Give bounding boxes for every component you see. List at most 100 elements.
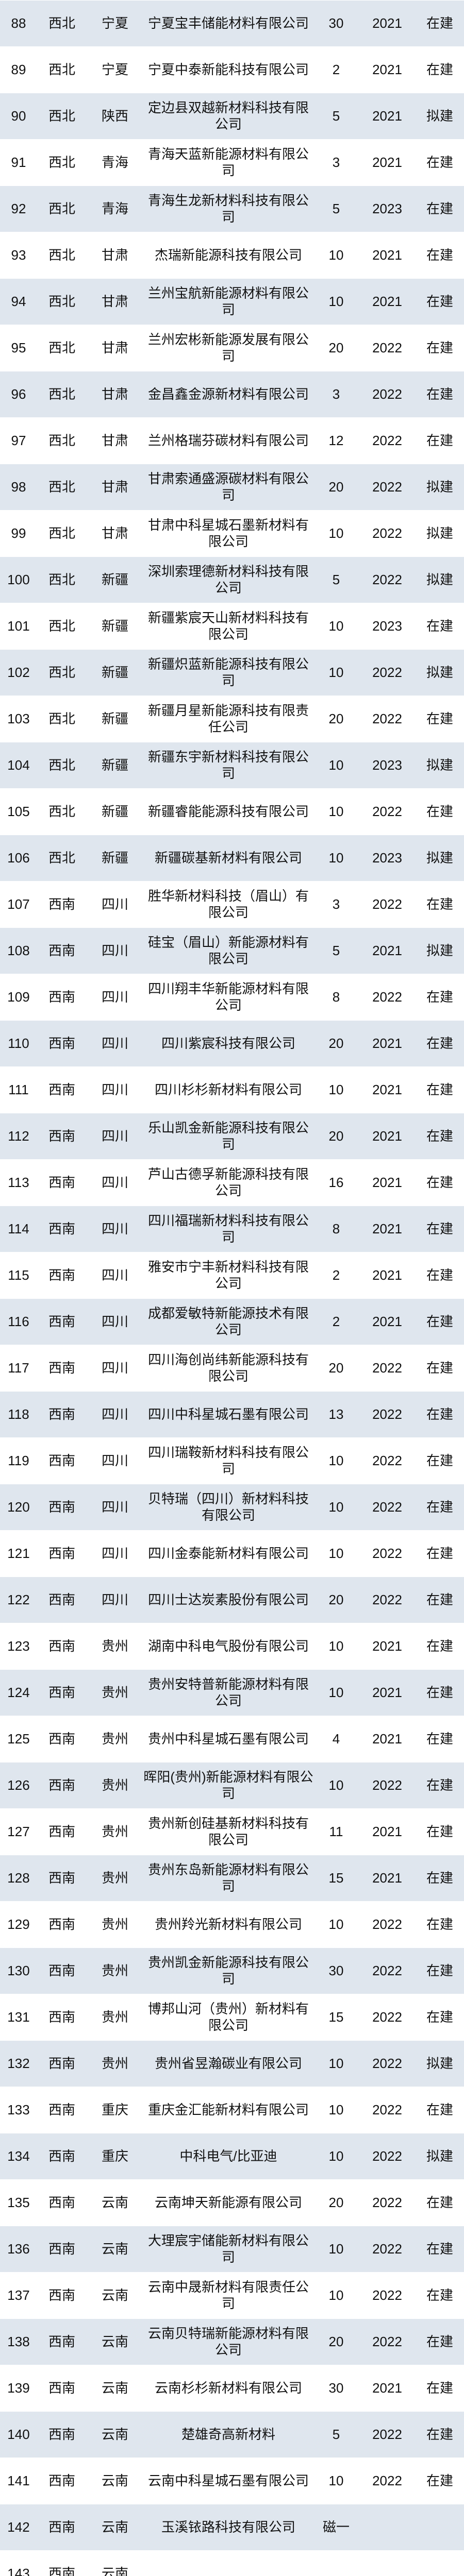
table-row[interactable]: 129 西南 贵州 贵州羚光新材料有限公司 10 2022 在建 <box>0 1901 464 1948</box>
cell-region: 西北 <box>37 510 87 557</box>
table-row[interactable]: 131 西南 贵州 博邦山河（贵州）新材料有限公司 15 2022 在建 <box>0 1994 464 2041</box>
table-row[interactable]: 141 西南 云南 云南中科星城石墨有限公司 10 2022 在建 <box>0 2458 464 2504</box>
table-row[interactable]: 93 西北 甘肃 杰瑞新能源科技有限公司 10 2021 在建 <box>0 232 464 279</box>
cell-id: 132 <box>0 2040 37 2087</box>
cell-id: 142 <box>0 2504 37 2551</box>
table-row[interactable]: 118 西南 四川 四川中科星城石墨有限公司 13 2022 在建 <box>0 1391 464 1438</box>
cell-region: 西北 <box>37 788 87 835</box>
cell-year: 2022 <box>359 371 416 418</box>
cell-capacity: 10 <box>313 603 359 650</box>
cell-status: 在建 <box>416 278 464 325</box>
table-row[interactable]: 108 西南 四川 硅宝（眉山）新能源材料有限公司 5 2021 拟建 <box>0 927 464 974</box>
cell-year: 2021 <box>359 0 416 47</box>
cell-status: 在建 <box>416 1901 464 1948</box>
table-row[interactable]: 88 西北 宁夏 宁夏宝丰储能材料有限公司 30 2021 在建 <box>0 0 464 47</box>
table-row[interactable]: 125 西南 贵州 贵州中科星城石墨有限公司 4 2021 在建 <box>0 1716 464 1762</box>
cell-capacity: 10 <box>313 1484 359 1531</box>
cell-province: 云南 <box>87 2411 143 2458</box>
cell-company-name: 新疆东宇新材料科技有限公司 <box>143 742 313 789</box>
table-row[interactable]: 104 西北 新疆 新疆东宇新材料科技有限公司 10 2023 拟建 <box>0 742 464 789</box>
table-row[interactable]: 135 西南 云南 云南坤天新能源有限公司 20 2022 在建 <box>0 2179 464 2226</box>
table-row[interactable]: 132 西南 贵州 贵州省昱瀚碳业有限公司 10 2022 拟建 <box>0 2040 464 2087</box>
table-row[interactable]: 112 西南 四川 乐山凯金新能源科技有限公司 20 2021 在建 <box>0 1113 464 1160</box>
cell-status: 在建 <box>416 232 464 279</box>
cell-id: 141 <box>0 2458 37 2504</box>
cell-status: 在建 <box>416 1484 464 1531</box>
cell-status: 在建 <box>416 2411 464 2458</box>
table-row[interactable]: 101 西北 新疆 新疆紫宸天山新材料科技有限公司 10 2023 在建 <box>0 603 464 650</box>
cell-status: 在建 <box>416 2272 464 2319</box>
table-row[interactable]: 143 西南 云南 <box>0 2550 464 2576</box>
cell-province: 云南 <box>87 2272 143 2319</box>
table-row[interactable]: 90 西北 陕西 定边县双越新材料科技有限公司 5 2021 拟建 <box>0 93 464 140</box>
cell-status: 在建 <box>416 1716 464 1762</box>
cell-id: 114 <box>0 1206 37 1252</box>
table-row[interactable]: 95 西北 甘肃 兰州宏彬新能源发展有限公司 20 2022 在建 <box>0 325 464 371</box>
cell-id: 103 <box>0 696 37 742</box>
table-row[interactable]: 140 西南 云南 楚雄奇高新材料 5 2022 在建 <box>0 2411 464 2458</box>
table-row[interactable]: 107 西南 四川 胜华新材料科技（眉山）有限公司 3 2022 在建 <box>0 881 464 928</box>
table-row[interactable]: 99 西北 甘肃 甘肃中科星城石墨新材料有限公司 10 2022 拟建 <box>0 510 464 557</box>
cell-capacity: 12 <box>313 417 359 464</box>
cell-company-name: 玉溪铱路科技有限公司 <box>143 2504 313 2551</box>
table-row[interactable]: 110 西南 四川 四川紫宸科技有限公司 20 2021 在建 <box>0 1020 464 1067</box>
cell-region: 西北 <box>37 278 87 325</box>
table-row[interactable]: 119 西南 四川 四川瑞鞍新材料科技有限公司 10 2022 在建 <box>0 1437 464 1484</box>
table-row[interactable]: 113 西南 四川 芦山古德孚新能源科技有限公司 16 2021 在建 <box>0 1159 464 1206</box>
cell-company-name: 贵州羚光新材料有限公司 <box>143 1901 313 1948</box>
table-row[interactable]: 128 西南 贵州 贵州东岛新能源材料有限公司 15 2021 在建 <box>0 1855 464 1902</box>
cell-province: 青海 <box>87 185 143 232</box>
cell-region: 西南 <box>37 1113 87 1160</box>
cell-province: 四川 <box>87 1206 143 1252</box>
cell-year: 2021 <box>359 139 416 186</box>
cell-company-name: 新疆碳基新材料有限公司 <box>143 835 313 882</box>
table-row[interactable]: 117 西南 四川 四川海创尚纬新能源科技有限公司 20 2022 在建 <box>0 1345 464 1392</box>
table-row[interactable]: 115 西南 四川 雅安市宁丰新材料科技有限公司 2 2021 在建 <box>0 1252 464 1299</box>
table-row[interactable]: 134 西南 重庆 中科电气/比亚迪 10 2022 拟建 <box>0 2133 464 2180</box>
table-row[interactable]: 89 西北 宁夏 宁夏中泰新能科技有限公司 2 2021 在建 <box>0 46 464 93</box>
table-row[interactable]: 133 西南 重庆 重庆金汇能新材料有限公司 10 2022 在建 <box>0 2087 464 2133</box>
table-row[interactable]: 102 西北 新疆 新疆炽蓝新能源科技有限公司 10 2022 拟建 <box>0 649 464 696</box>
table-row[interactable]: 97 西北 甘肃 兰州格瑞芬碳材料有限公司 12 2022 在建 <box>0 417 464 464</box>
table-row[interactable]: 142 西南 云南 玉溪铱路科技有限公司 磁一 <box>0 2504 464 2551</box>
table-row[interactable]: 116 西南 四川 成都爱敏特新能源技术有限公司 2 2021 在建 <box>0 1298 464 1345</box>
cell-year: 2022 <box>359 1994 416 2041</box>
table-row[interactable]: 122 西南 四川 四川士达炭素股份有限公司 20 2022 在建 <box>0 1577 464 1623</box>
cell-province: 甘肃 <box>87 510 143 557</box>
table-row[interactable]: 121 西南 四川 四川金泰能新材料有限公司 10 2022 在建 <box>0 1530 464 1577</box>
table-row[interactable]: 100 西北 新疆 深圳索理德新材料科技有限公司 5 2022 拟建 <box>0 556 464 603</box>
table-row[interactable]: 139 西南 云南 云南杉杉新材料有限公司 30 2021 在建 <box>0 2365 464 2412</box>
table-row[interactable]: 105 西北 新疆 新疆睿能能源科技有限公司 10 2022 在建 <box>0 788 464 835</box>
cell-region: 西南 <box>37 1623 87 1670</box>
table-row[interactable]: 126 西南 贵州 晖阳(贵州)新能源材料有限公司 10 2022 在建 <box>0 1762 464 1809</box>
table-row[interactable]: 92 西北 青海 青海生龙新材料科技有限公司 5 2023 在建 <box>0 185 464 232</box>
table-row[interactable]: 109 西南 四川 四川翔丰华新能源材料有限公司 8 2022 在建 <box>0 974 464 1021</box>
cell-capacity: 15 <box>313 1994 359 2041</box>
cell-region: 西南 <box>37 1901 87 1948</box>
table-row[interactable]: 94 西北 甘肃 兰州宝航新能源材料有限公司 10 2021 在建 <box>0 278 464 325</box>
table-row[interactable]: 111 西南 四川 四川杉杉新材料有限公司 10 2021 在建 <box>0 1066 464 1113</box>
table-row[interactable]: 103 西北 新疆 新疆月星新能源科技有限责任公司 20 2022 在建 <box>0 696 464 742</box>
table-row[interactable]: 114 西南 四川 四川福瑞新材料科技有限公司 8 2021 在建 <box>0 1206 464 1252</box>
table-row[interactable]: 98 西北 甘肃 甘肃索通盛源碳材料有限公司 20 2022 拟建 <box>0 464 464 511</box>
table-row[interactable]: 136 西南 云南 大理宸宇储能新材料有限公司 10 2022 在建 <box>0 2226 464 2273</box>
table-row[interactable]: 124 西南 贵州 贵州安特普新能源材料有限公司 10 2021 在建 <box>0 1669 464 1716</box>
cell-company-name: 四川士达炭素股份有限公司 <box>143 1577 313 1623</box>
table-row[interactable]: 138 西南 云南 云南贝特瑞新能源材料有限公司 20 2022 在建 <box>0 2318 464 2365</box>
table-row[interactable]: 91 西北 青海 青海天蓝新能源材料有限公司 3 2021 在建 <box>0 139 464 186</box>
cell-province: 云南 <box>87 2458 143 2504</box>
table-row[interactable]: 120 西南 四川 贝特瑞（四川）新材料科技有限公司 10 2022 在建 <box>0 1484 464 1531</box>
cell-company-name <box>143 2550 313 2576</box>
table-row[interactable]: 137 西南 云南 云南中晟新材料有限责任公司 10 2022 在建 <box>0 2272 464 2319</box>
table-row[interactable]: 130 西南 贵州 贵州凯金新能源科技有限公司 30 2022 在建 <box>0 1947 464 1994</box>
cell-id: 126 <box>0 1762 37 1809</box>
table-row[interactable]: 106 西北 新疆 新疆碳基新材料有限公司 10 2023 拟建 <box>0 835 464 882</box>
cell-id: 115 <box>0 1252 37 1299</box>
cell-year: 2021 <box>359 1623 416 1670</box>
table-row[interactable]: 96 西北 甘肃 金昌鑫金源新材料有限公司 3 2022 在建 <box>0 371 464 418</box>
cell-region: 西南 <box>37 1159 87 1206</box>
table-row[interactable]: 123 西南 贵州 湖南中科电气股份有限公司 10 2021 在建 <box>0 1623 464 1670</box>
cell-region: 西南 <box>37 1762 87 1809</box>
cell-capacity: 10 <box>313 2272 359 2319</box>
table-row[interactable]: 127 西南 贵州 贵州新创硅基新材料科技有限公司 11 2021 在建 <box>0 1808 464 1855</box>
